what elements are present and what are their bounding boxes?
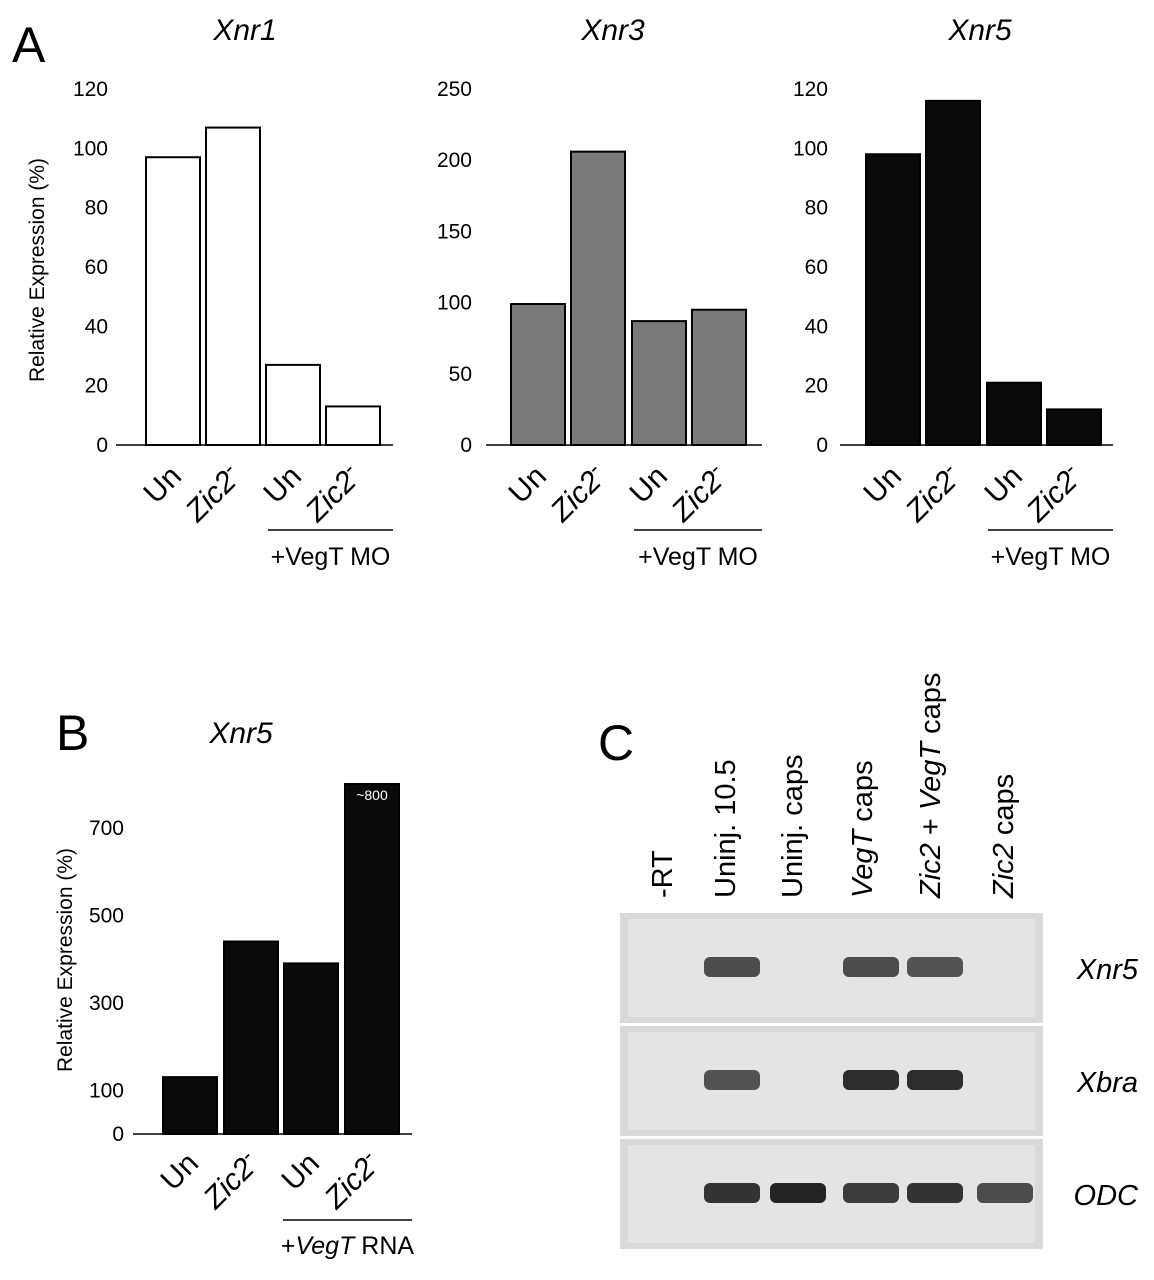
y-tick-label: 300 [89,992,124,1015]
gel-sheen [628,1032,1035,1130]
chart-title: Xnr3 [580,14,645,47]
bar [570,150,626,446]
gel-panel: -RT Uninj. 10.5 Uninj. caps VegT caps Zic2 +… [620,673,1139,1249]
lane-label: Zic2 caps [988,774,1020,899]
group-label: +VegT MO [991,543,1111,571]
x-tick-label: Zic2- [541,457,613,529]
gel-band [907,957,963,977]
y-tick-label: 100 [73,137,108,160]
lane-label: Zic2 + VegT caps [915,673,947,899]
chart-title: Xnr1 [212,14,276,47]
y-axis-label: Relative Expression (%) [54,848,77,1072]
bar [631,320,687,446]
bar [325,405,381,446]
gel-band [704,957,760,977]
y-tick-label: 60 [805,256,828,279]
gel-sheen [628,1145,1035,1243]
gel-band [907,1183,963,1203]
gene-label: Xbra [1076,1067,1138,1099]
gel-band [977,1183,1033,1203]
panel-label-b: B [56,705,89,761]
lane-label: Uninj. caps [777,755,809,898]
bar [1046,408,1102,446]
x-tick-label: Zic2- [315,1144,387,1216]
bar [265,363,321,446]
y-tick-label: 100 [89,1079,124,1102]
y-tick-label: 0 [96,434,108,457]
y-tick-label: 50 [449,363,472,386]
y-tick-label: 80 [85,197,108,220]
bar [344,783,400,1135]
bar [986,381,1042,447]
y-tick-label: 0 [816,434,828,457]
y-tick-label: 120 [73,78,108,101]
y-tick-label: 40 [85,315,108,338]
y-tick-label: 100 [793,137,828,160]
y-tick-label: 200 [437,149,472,172]
x-tick-label: Un [275,1147,325,1197]
panel-label-c: C [598,715,634,771]
gel-row: Xnr5 [620,913,1139,1023]
y-tick-label: 40 [805,315,828,338]
gel-band [770,1183,826,1203]
bar [510,303,566,446]
y-axis-label: Relative Expression (%) [26,158,49,382]
bar [865,153,921,446]
x-tick-label: Zic2- [194,1144,266,1216]
bar [145,156,201,446]
x-tick-label: Zic2- [662,457,734,529]
y-tick-label: 700 [89,817,124,840]
gel-band [907,1070,963,1090]
bar [691,308,747,446]
panel-label-a: A [12,17,46,73]
chart-title: Xnr5 [947,14,1012,47]
lane-label: Uninj. 10.5 [710,759,742,898]
bar [925,99,981,446]
gene-label: Xnr5 [1076,954,1139,986]
y-tick-label: 250 [437,78,472,101]
y-tick-label: 0 [460,434,472,457]
data-label: ~800 [356,787,388,803]
gel-band [704,1070,760,1090]
gel-band [704,1183,760,1203]
y-tick-label: 80 [805,197,828,220]
y-tick-label: 20 [805,375,828,398]
chart-1: Xnr1 Relative Expression (%) 0 20 40 60 80 100 1… [26,14,393,571]
y-tick-label: 150 [437,220,472,243]
gel-band [843,957,899,977]
y-tick-label: 120 [793,78,828,101]
bar-charts: Xnr1 Relative Expression (%) 0 20 40 60 80 100 1… [26,14,1113,1260]
gene-label: ODC [1074,1180,1140,1212]
bar [283,962,339,1135]
group-label: +VegT MO [271,543,391,571]
gel-sheen [628,919,1035,1017]
chart-4: Xnr5 Relative Expression (%) 0 100 300 500 700… [54,717,414,1260]
y-tick-label: 500 [89,904,124,927]
x-tick-label: Zic2- [296,457,368,529]
lane-label: -RT [647,850,679,898]
gel-row: Xbra [620,1026,1138,1136]
y-tick-label: 100 [437,292,472,315]
gel-band [843,1183,899,1203]
y-tick-label: 0 [112,1123,124,1146]
lane-label: VegT caps [847,760,879,898]
x-tick-label: Zic2- [1017,457,1089,529]
y-tick-label: 60 [85,256,108,279]
x-tick-label: Zic2- [896,457,968,529]
group-label: +VegT RNA [281,1232,414,1260]
x-tick-label: Un [154,1147,204,1197]
chart-title: Xnr5 [208,717,273,750]
bar [223,940,279,1135]
y-tick-label: 20 [85,375,108,398]
gel-band [843,1070,899,1090]
gel-row: ODC [620,1139,1139,1249]
bar [162,1076,218,1135]
x-tick-label: Zic2- [176,457,248,529]
bar [205,126,261,446]
group-label: +VegT MO [638,543,758,571]
